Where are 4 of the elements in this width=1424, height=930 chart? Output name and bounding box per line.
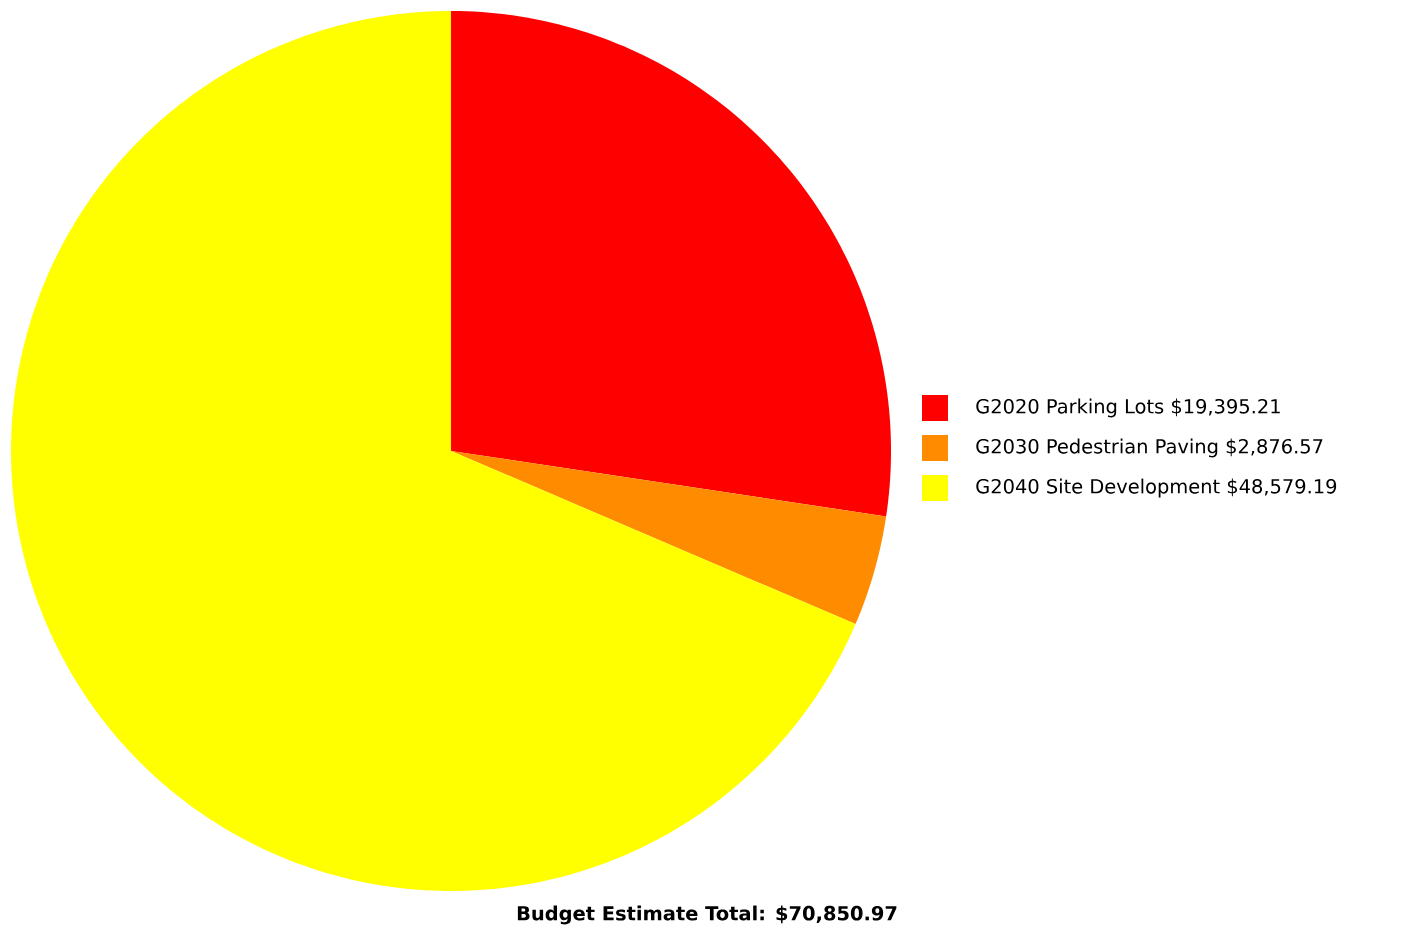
legend-label: G2030 Pedestrian Paving $2,876.57 (976, 438, 1323, 458)
text: Budget Estimate Total: $70,850.97 (517, 905, 897, 925)
legend-label: G2040 Site Development $48,579.19 (976, 478, 1337, 498)
legend-label: G2020 Parking Lots $19,395.21 (976, 398, 1280, 418)
